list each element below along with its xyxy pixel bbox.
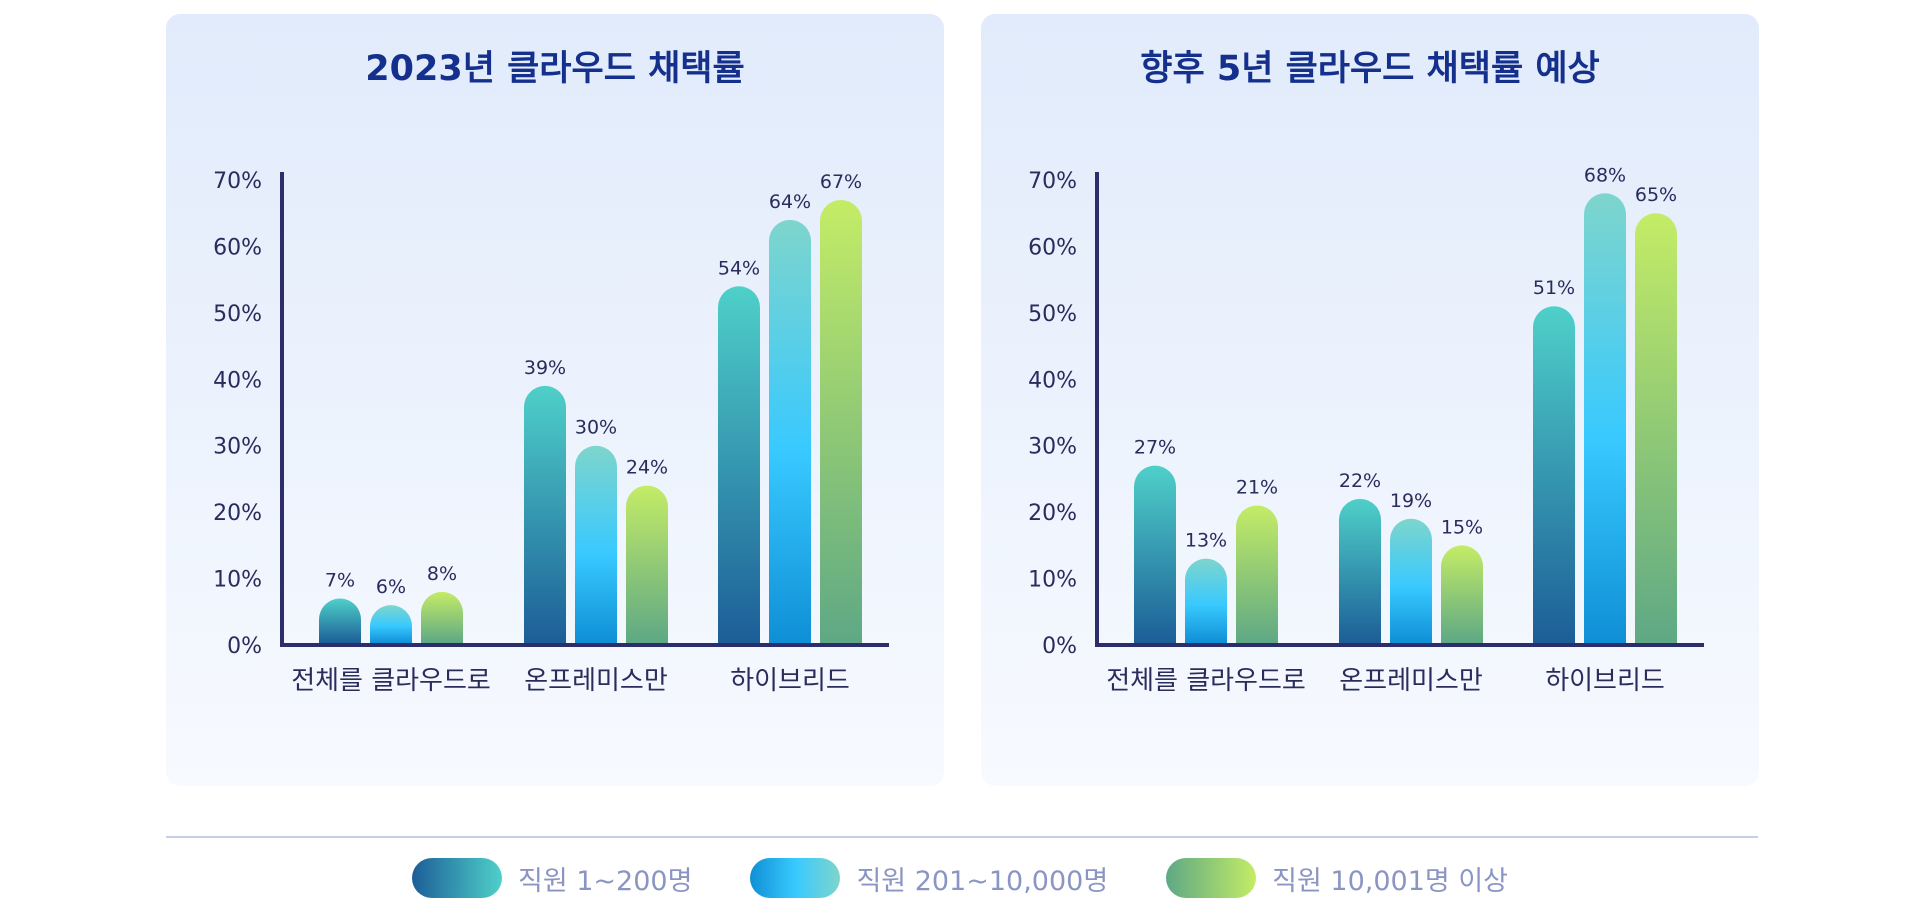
y-tick-label: 60% (213, 235, 262, 260)
y-tick-label: 0% (1042, 634, 1077, 659)
bar (1533, 306, 1575, 643)
y-tick-label: 10% (1028, 568, 1077, 593)
x-tick-label: 전체를 클라우드로 (291, 666, 491, 696)
x-tick-label: 전체를 클라우드로 (1106, 666, 1306, 696)
legend-label-medium: 직원 201~10,000명 (856, 865, 1109, 897)
legend-label-large: 직원 10,001명 이상 (1272, 865, 1509, 897)
chart-2023: 2023년 클라우드 채택률 0% 10% 20% 30% 40% 50% 60% 70% 7% 6… (213, 49, 889, 696)
legend-swatch-medium (750, 858, 841, 898)
y-tick-label: 40% (1028, 368, 1077, 393)
data-label: 13% (1185, 530, 1227, 552)
bar (718, 286, 760, 643)
bar (769, 219, 811, 643)
legend-item-large: 직원 10,001명 이상 (1166, 858, 1508, 898)
chart-5yr-forecast: 향후 5년 클라우드 채택률 예상 0% 10% 20% 30% 40% 50% 60% 70%… (1028, 49, 1704, 696)
data-label: 8% (427, 563, 457, 585)
bar (820, 199, 862, 643)
chart-panel-5yr: 향후 5년 클라우드 채택률 예상 0% 10% 20% 30% 40% 50% 60% 70%… (981, 14, 1759, 786)
legend-swatch-small (411, 858, 502, 898)
y-tick-label: 20% (213, 501, 262, 526)
data-label: 7% (325, 570, 355, 592)
bar (1635, 213, 1677, 643)
data-label: 6% (376, 576, 406, 598)
data-label: 67% (820, 171, 862, 193)
bar (421, 591, 463, 643)
bar (524, 385, 566, 643)
x-tick-label: 온프레미스만 (524, 666, 668, 696)
bar (626, 485, 668, 643)
y-tick-label: 70% (1028, 169, 1077, 194)
legend-item-small: 직원 1~200명 (411, 858, 693, 898)
bar (1134, 465, 1176, 643)
y-tick-label: 60% (1028, 235, 1077, 260)
bar (1236, 505, 1278, 643)
legend-item-medium: 직원 201~10,000명 (750, 858, 1108, 898)
data-label: 21% (1236, 477, 1278, 499)
data-label: 65% (1635, 184, 1677, 206)
y-tick-label: 50% (213, 302, 262, 327)
y-tick-label: 50% (1028, 302, 1077, 327)
legend-label-small: 직원 1~200명 (517, 865, 693, 897)
x-tick-label: 온프레미스만 (1339, 666, 1483, 696)
legend-swatch-large (1166, 858, 1257, 898)
y-tick-label: 30% (1028, 435, 1077, 460)
bar (1584, 193, 1626, 644)
data-label: 22% (1339, 470, 1381, 492)
y-tick-label: 10% (213, 568, 262, 593)
y-tick-label: 70% (213, 169, 262, 194)
bar (1390, 518, 1432, 643)
bar (1185, 558, 1227, 643)
data-label: 51% (1533, 277, 1575, 299)
data-label: 15% (1441, 516, 1483, 538)
data-label: 30% (575, 417, 617, 439)
x-tick-label: 하이브리드 (730, 666, 850, 696)
bar (1441, 545, 1483, 643)
data-label: 19% (1390, 490, 1432, 512)
chart-panel-2023: 2023년 클라우드 채택률 0% 10% 20% 30% 40% 50% 60% 70% 7% 6… (166, 14, 944, 786)
data-label: 27% (1134, 437, 1176, 459)
data-label: 39% (524, 357, 566, 379)
chart-title: 향후 5년 클라우드 채택률 예상 (1140, 49, 1600, 89)
data-label: 24% (626, 457, 668, 479)
y-tick-label: 40% (213, 368, 262, 393)
legend-divider (166, 836, 1758, 838)
bar (1339, 498, 1381, 643)
y-tick-label: 30% (213, 435, 262, 460)
bar (575, 445, 617, 643)
bar (370, 605, 412, 643)
x-tick-label: 하이브리드 (1545, 666, 1665, 696)
data-label: 64% (769, 191, 811, 213)
y-tick-label: 20% (1028, 501, 1077, 526)
y-tick-label: 0% (227, 634, 262, 659)
data-label: 54% (718, 257, 760, 279)
chart-title: 2023년 클라우드 채택률 (365, 49, 744, 89)
bar (319, 598, 361, 643)
legend: 직원 1~200명 직원 201~10,000명 직원 10,001명 이상 (0, 854, 1920, 902)
data-label: 68% (1584, 164, 1626, 186)
